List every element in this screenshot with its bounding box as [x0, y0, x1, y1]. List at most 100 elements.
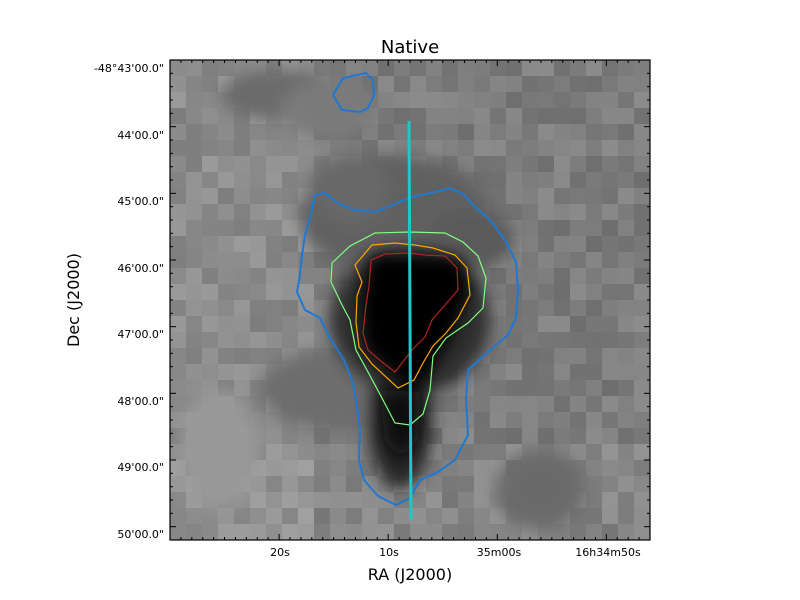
image-pixel [202, 92, 218, 108]
image-pixel [586, 108, 602, 124]
image-pixel [522, 204, 538, 220]
image-pixel [314, 140, 330, 156]
image-pixel [522, 188, 538, 204]
image-pixel [490, 332, 506, 348]
image-pixel [202, 284, 218, 300]
image-pixel [538, 236, 554, 252]
image-pixel [218, 268, 234, 284]
image-pixel [202, 172, 218, 188]
image-pixel [314, 60, 330, 76]
image-pixel [490, 412, 506, 428]
image-pixel [218, 332, 234, 348]
image-pixel [282, 332, 298, 348]
image-pixel [170, 156, 186, 172]
y-tick-label: -48°43'00.0" [94, 62, 164, 75]
image-pixel [538, 268, 554, 284]
image-pixel [426, 60, 442, 76]
image-pixel [170, 364, 186, 380]
y-axis-tick-labels: -48°43'00.0" 44'00.0" 45'00.0" 46'00.0" … [94, 62, 164, 541]
image-pixel [570, 316, 586, 332]
image-pixel [202, 60, 218, 76]
image-pixel [362, 140, 378, 156]
image-pixel [602, 172, 618, 188]
image-pixel [570, 236, 586, 252]
image-pixel [586, 252, 602, 268]
image-pixel [554, 76, 570, 92]
image-pixel [602, 380, 618, 396]
image-pixel [554, 188, 570, 204]
image-pixel [362, 524, 378, 540]
image-pixel [586, 76, 602, 92]
image-pixel [634, 428, 650, 444]
image-pixel [490, 348, 506, 364]
image-pixel [506, 92, 522, 108]
image-pixel [266, 492, 282, 508]
image-pixel [490, 316, 506, 332]
minor-ticks [169, 59, 651, 541]
image-pixel [538, 92, 554, 108]
image-pixel [410, 124, 426, 140]
image-pixel [442, 396, 458, 412]
image-pixel [186, 300, 202, 316]
image-pixel [202, 316, 218, 332]
image-pixel [298, 316, 314, 332]
image-pixel [266, 316, 282, 332]
image-pixel [490, 524, 506, 540]
image-pixel [554, 316, 570, 332]
image-pixel [602, 316, 618, 332]
image-pixel [266, 524, 282, 540]
image-pixel [442, 460, 458, 476]
image-pixel [250, 140, 266, 156]
image-pixel [570, 252, 586, 268]
image-pixel [170, 300, 186, 316]
image-pixel [474, 508, 490, 524]
image-pixel [554, 332, 570, 348]
image-pixel [602, 252, 618, 268]
image-pixel [234, 348, 250, 364]
image-pixel [442, 492, 458, 508]
image-pixel [378, 524, 394, 540]
image-pixel [170, 252, 186, 268]
image-pixel [218, 252, 234, 268]
image-pixel [570, 364, 586, 380]
image-pixel [602, 524, 618, 540]
image-pixel [250, 348, 266, 364]
image-pixel [458, 124, 474, 140]
image-pixel [522, 108, 538, 124]
image-pixel [234, 124, 250, 140]
image-pixel [234, 220, 250, 236]
contour-red [362, 252, 459, 373]
image-pixel [186, 60, 202, 76]
image-pixel [282, 300, 298, 316]
image-pixel [186, 92, 202, 108]
image-pixel [602, 236, 618, 252]
image-pixel [410, 108, 426, 124]
image-pixel [538, 220, 554, 236]
image-pixel [266, 444, 282, 460]
image-pixel [394, 108, 410, 124]
image-pixel [186, 124, 202, 140]
image-pixel [634, 156, 650, 172]
image-pixel [170, 220, 186, 236]
image-pixel [346, 428, 362, 444]
image-pixel [570, 156, 586, 172]
image-pixel [378, 92, 394, 108]
image-pixel [618, 140, 634, 156]
image-pixel [234, 364, 250, 380]
image-pixel [586, 284, 602, 300]
image-pixel [618, 204, 634, 220]
image-pixel [586, 188, 602, 204]
image-pixel [602, 204, 618, 220]
image-pixel [378, 140, 394, 156]
image-pixel [282, 316, 298, 332]
image-pixel [202, 108, 218, 124]
image-pixel [186, 236, 202, 252]
image-pixel [634, 76, 650, 92]
image-pixel [186, 364, 202, 380]
image-pixel [282, 252, 298, 268]
image-pixel [170, 204, 186, 220]
image-pixel [346, 476, 362, 492]
image-pixel [458, 156, 474, 172]
image-pixel [522, 60, 538, 76]
image-pixel [554, 204, 570, 220]
